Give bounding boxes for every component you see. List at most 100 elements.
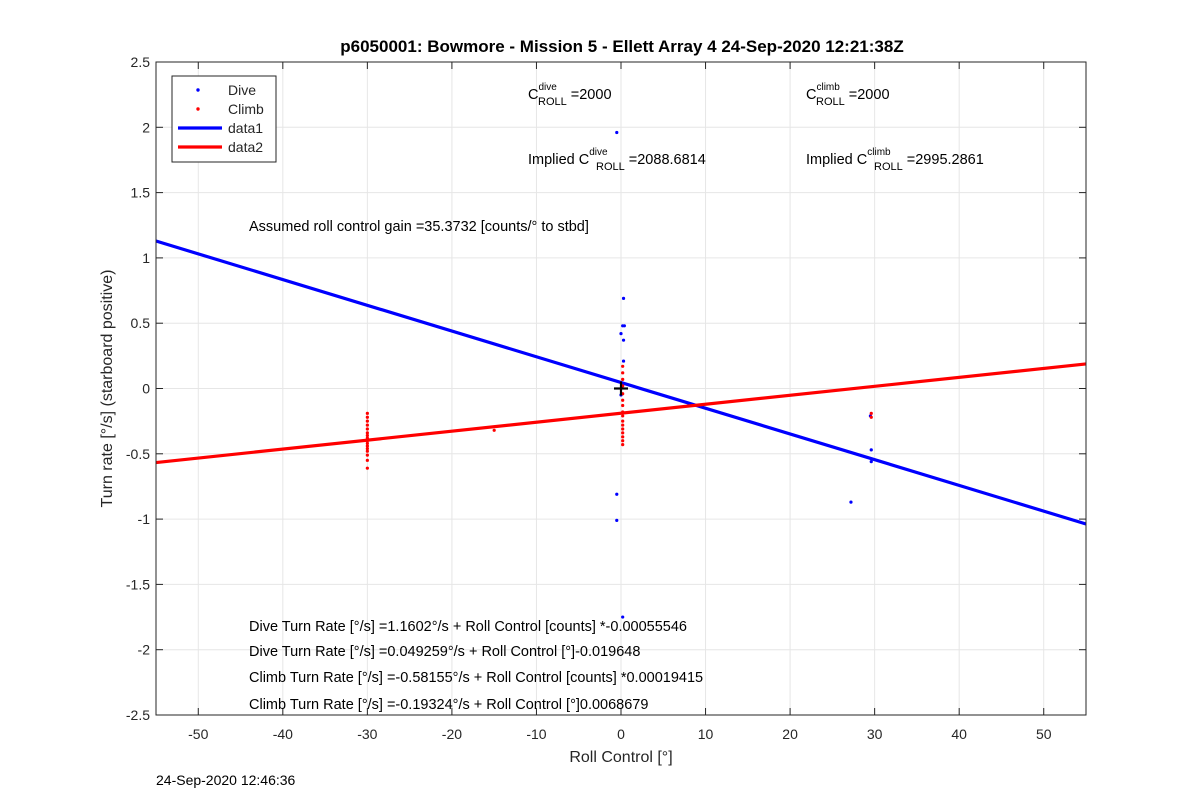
y-tick-label: 2.5 — [131, 54, 151, 70]
data2-fit-line — [155, 362, 1087, 465]
equation-climb-counts: Climb Turn Rate [°/s] =-0.58155°/s + Rol… — [249, 670, 703, 686]
implied-climb-sub: ROLL — [874, 161, 903, 173]
climb-point — [365, 433, 369, 438]
dive-point — [619, 332, 623, 336]
climb-point — [365, 441, 369, 445]
dive-point — [615, 492, 619, 496]
implied-dive-sup: dive — [589, 147, 608, 158]
implied-dive-prefix: Implied C — [528, 152, 589, 168]
y-tick-label: -1 — [138, 511, 151, 527]
equation-climb-degrees: Climb Turn Rate [°/s] =-0.19324°/s + Rol… — [249, 697, 648, 713]
equation-dive-degrees: Dive Turn Rate [°/s] =0.049259°/s + Roll… — [249, 644, 640, 660]
timestamp-footer: 24-Sep-2020 12:46:36 — [156, 772, 296, 788]
y-tick-label: 2 — [142, 119, 150, 135]
c-roll-dive-value: =2000 — [567, 87, 612, 103]
climb-point — [365, 419, 369, 423]
c-roll-dive-sub: ROLL — [538, 96, 567, 108]
climb-point — [869, 415, 873, 419]
climb-point — [365, 427, 369, 431]
climb-point — [365, 415, 369, 419]
c-roll-climb-annotation: Cclimb ROLL =2000 — [806, 82, 890, 108]
implied-climb-annotation: Implied Cclimb ROLL =2995.2861 — [806, 147, 984, 173]
x-tick-label: 40 — [951, 726, 967, 742]
x-tick-label: -10 — [526, 726, 546, 742]
climb-point — [365, 449, 369, 453]
axis-ticks: -50 -40 -30 -20 -10 0 10 20 30 40 50-2.5-2-1.5-1-0… — [126, 54, 1086, 742]
implied-dive-sub: ROLL — [596, 161, 625, 173]
x-axis-label: Roll Control [°] — [569, 749, 672, 766]
y-tick-label: -0.5 — [126, 446, 150, 462]
c-roll-climb-sup: climb — [816, 82, 840, 93]
x-tick-label: 50 — [1036, 726, 1052, 742]
legend-label-data2: data2 — [228, 139, 263, 155]
climb-point — [621, 377, 625, 381]
dive-point — [615, 130, 619, 135]
x-tick-label: -20 — [442, 726, 462, 742]
legend-label-data1: data1 — [228, 120, 263, 136]
climb-point — [621, 414, 625, 418]
climb-point — [365, 439, 369, 443]
legend-marker-climb — [196, 107, 200, 111]
x-tick-label: 30 — [867, 726, 883, 742]
legend: Dive Climb data1 data2 — [171, 75, 277, 163]
gain-annotation: Assumed roll control gain =35.3732 [coun… — [249, 219, 589, 235]
climb-point — [365, 466, 369, 470]
annotations: Cdive ROLL =2000 Cclimb ROLL =2000 Implied… — [249, 82, 984, 713]
equation-dive-counts: Dive Turn Rate [°/s] =1.1602°/s + Roll C… — [249, 619, 687, 635]
climb-point — [621, 419, 625, 423]
c-roll-dive-prefix: C — [528, 87, 538, 103]
y-tick-label: 1 — [142, 250, 150, 266]
c-roll-climb-prefix: C — [806, 87, 816, 103]
implied-dive-annotation: Implied Cdive ROLL =2088.6814 — [528, 147, 706, 173]
dive-point — [869, 448, 873, 452]
climb-point — [365, 453, 369, 457]
x-tick-label: -40 — [273, 726, 293, 742]
climb-point — [621, 435, 625, 439]
c-roll-dive-annotation: Cdive ROLL =2000 — [528, 82, 612, 108]
x-tick-label: 20 — [782, 726, 798, 742]
x-tick-label: 10 — [698, 726, 714, 742]
climb-point — [621, 423, 625, 427]
climb-point — [365, 431, 369, 435]
climb-point — [365, 423, 369, 427]
climb-point — [365, 411, 369, 415]
climb-point — [621, 431, 625, 435]
dive-point — [621, 338, 626, 342]
climb-point — [621, 371, 625, 375]
y-tick-label: 0.5 — [131, 315, 151, 331]
climb-point — [365, 436, 369, 440]
climb-point — [621, 403, 625, 408]
climb-point — [365, 446, 369, 451]
x-tick-label: -30 — [357, 726, 377, 742]
y-tick-label: -1.5 — [126, 576, 150, 592]
climb-point — [621, 410, 625, 414]
x-tick-label: 0 — [617, 726, 625, 742]
climb-point — [365, 458, 369, 462]
c-roll-dive-sup: dive — [538, 82, 557, 93]
dive-point — [849, 500, 853, 504]
dive-point — [621, 296, 626, 300]
y-axis-label: Turn rate [°/s] (starboard positive) — [99, 270, 116, 508]
climb-point — [621, 398, 625, 402]
legend-label-dive: Dive — [228, 82, 256, 98]
y-tick-label: 1.5 — [131, 185, 151, 201]
legend-label-climb: Climb — [228, 101, 264, 117]
climb-point — [869, 411, 873, 415]
origin-marker-group — [614, 381, 628, 396]
c-roll-climb-value: =2000 — [845, 87, 890, 103]
legend-marker-dive — [196, 88, 200, 92]
implied-dive-value: =2088.6814 — [625, 152, 706, 168]
data-points — [365, 130, 873, 619]
climb-point — [621, 439, 625, 443]
implied-climb-sup: climb — [867, 147, 891, 158]
climb-point — [492, 428, 496, 432]
c-roll-climb-sub: ROLL — [816, 96, 845, 108]
dive-point — [621, 615, 625, 619]
climb-point — [621, 364, 625, 368]
climb-point — [365, 444, 369, 448]
implied-climb-value: =2995.2861 — [903, 152, 984, 168]
dive-point — [869, 460, 873, 464]
climb-point — [621, 427, 625, 431]
chart-title: p6050001: Bowmore - Mission 5 - Ellett A… — [340, 37, 903, 56]
